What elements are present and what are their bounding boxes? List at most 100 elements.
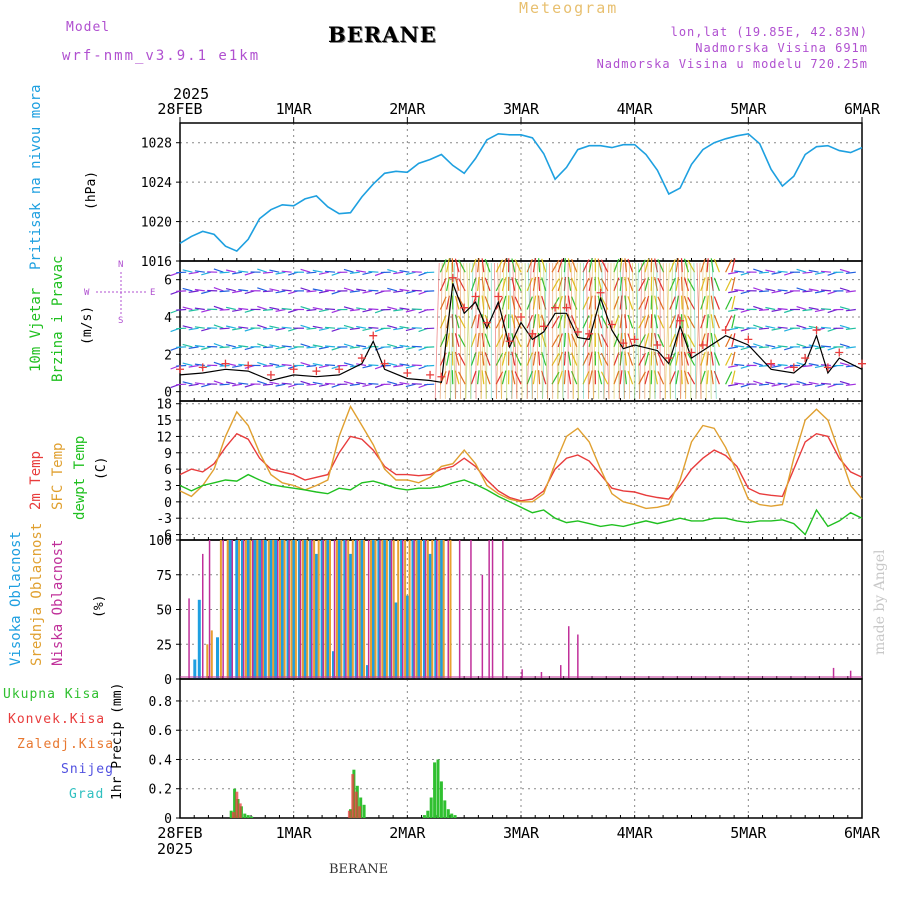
gust-mark xyxy=(221,359,230,368)
wind-arrow xyxy=(706,295,709,310)
wind-arrow xyxy=(657,296,665,310)
bottom-date-label: 3MAR xyxy=(503,824,540,842)
wind-arrow xyxy=(324,345,336,348)
low-cloud-bar xyxy=(322,540,324,679)
wind-arrow xyxy=(613,277,620,292)
wind-arrow xyxy=(706,370,709,385)
wind-streak xyxy=(516,262,520,400)
high-cloud-bar xyxy=(274,540,277,679)
wind-arrow xyxy=(802,290,813,293)
wind-arrow xyxy=(275,346,286,350)
wind-arrow xyxy=(710,351,714,366)
wind-arrow xyxy=(706,351,709,366)
wind-arrow xyxy=(657,259,665,273)
y-tick-label: 25 xyxy=(156,638,172,653)
wind-arrow xyxy=(700,314,706,329)
wind-streak xyxy=(708,262,712,400)
wind-arrow xyxy=(551,315,560,329)
wind-arrow xyxy=(225,306,236,311)
mid-cloud-bar xyxy=(426,540,429,679)
wind-arrow xyxy=(324,382,336,385)
wind-arrow xyxy=(451,258,454,273)
wind-streak xyxy=(604,262,610,400)
high-cloud-bar xyxy=(309,540,313,679)
mid-cloud-bar xyxy=(340,540,343,679)
wind-arrow xyxy=(306,383,317,386)
wind-arrow xyxy=(324,364,336,367)
wind-streak xyxy=(696,262,702,400)
wind-arrow xyxy=(182,381,193,385)
wind-arrow xyxy=(669,296,676,310)
y-tick-label: 12 xyxy=(156,430,172,445)
wind-arrow xyxy=(765,344,776,348)
wind-arrow xyxy=(796,287,807,292)
wind-arrow xyxy=(411,289,422,292)
wind-arrow xyxy=(343,324,354,329)
wind-arrow xyxy=(725,296,733,310)
wind-arrow xyxy=(839,324,850,329)
mid-cloud-bar xyxy=(249,540,252,679)
high-cloud-bar xyxy=(235,540,239,679)
wind-arrow xyxy=(657,333,665,348)
wind-streak xyxy=(570,262,574,400)
wind-arrow xyxy=(356,288,367,292)
gust-mark xyxy=(676,316,685,325)
wind-arrow xyxy=(269,269,280,273)
wind-arrow xyxy=(706,276,709,291)
wind-arrow xyxy=(244,346,255,351)
wind-arrow xyxy=(257,343,267,348)
low-cloud-bar xyxy=(481,574,484,680)
wind-arrow xyxy=(405,346,416,350)
wind-arrow xyxy=(269,381,280,385)
wind-arrow xyxy=(356,381,367,385)
wind-arrow xyxy=(582,296,590,310)
low-cloud-bar xyxy=(261,540,263,679)
y-tick-label: 100 xyxy=(149,534,172,549)
mid-cloud-bar xyxy=(283,540,286,679)
low-cloud-bar xyxy=(488,540,490,679)
low-cloud-bar xyxy=(311,540,313,679)
wind-arrow xyxy=(820,270,832,273)
mid-cloud-bar xyxy=(256,540,259,679)
wind-arrow xyxy=(219,364,230,367)
bottom-date-label: 6MAR xyxy=(844,824,881,842)
wind-streak xyxy=(558,262,564,400)
wind-streak xyxy=(664,262,670,400)
wind-arrow xyxy=(393,383,404,387)
wind-arrow xyxy=(777,382,788,385)
low-cloud-bar xyxy=(424,540,427,679)
wind-streak xyxy=(608,262,612,400)
wind-streak xyxy=(573,262,579,400)
wind-arrow xyxy=(176,271,187,274)
wind-arrow xyxy=(188,271,199,275)
wind-streak xyxy=(547,262,550,400)
wind-arrow xyxy=(728,364,739,368)
wind-arrow xyxy=(470,333,477,348)
wind-arrow xyxy=(725,259,733,273)
wind-arrow xyxy=(771,308,782,312)
wind-arrow xyxy=(343,343,354,348)
wind-arrow xyxy=(734,289,745,292)
high-cloud-bar xyxy=(428,553,432,679)
wind-streak xyxy=(678,262,681,400)
wind-arrow xyxy=(567,370,572,385)
wind-arrow xyxy=(232,327,243,331)
wind-arrow xyxy=(839,268,850,273)
mid-cloud-bar xyxy=(226,540,229,679)
mid-cloud-bar xyxy=(374,540,377,679)
wind-arrow xyxy=(588,277,593,292)
wind-arrow xyxy=(777,363,788,367)
y-tick-label: 0.2 xyxy=(149,783,172,798)
gust-mark xyxy=(244,361,253,370)
wind-streak xyxy=(680,262,686,400)
wind-arrow xyxy=(777,307,788,311)
wind-arrow xyxy=(627,296,634,310)
wind-arrow xyxy=(538,351,541,366)
wind-arrow xyxy=(262,364,274,367)
wind-streak xyxy=(619,262,625,400)
wind-arrow xyxy=(753,380,763,385)
low-cloud-bar xyxy=(299,540,302,679)
mid-cloud-bar xyxy=(294,540,297,679)
wind-arrow xyxy=(213,268,224,273)
wind-arrow xyxy=(713,333,720,348)
